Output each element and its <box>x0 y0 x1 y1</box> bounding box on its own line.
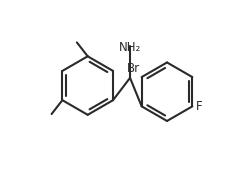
Text: Br: Br <box>127 62 140 75</box>
Text: F: F <box>195 100 201 113</box>
Text: NH₂: NH₂ <box>118 41 141 54</box>
